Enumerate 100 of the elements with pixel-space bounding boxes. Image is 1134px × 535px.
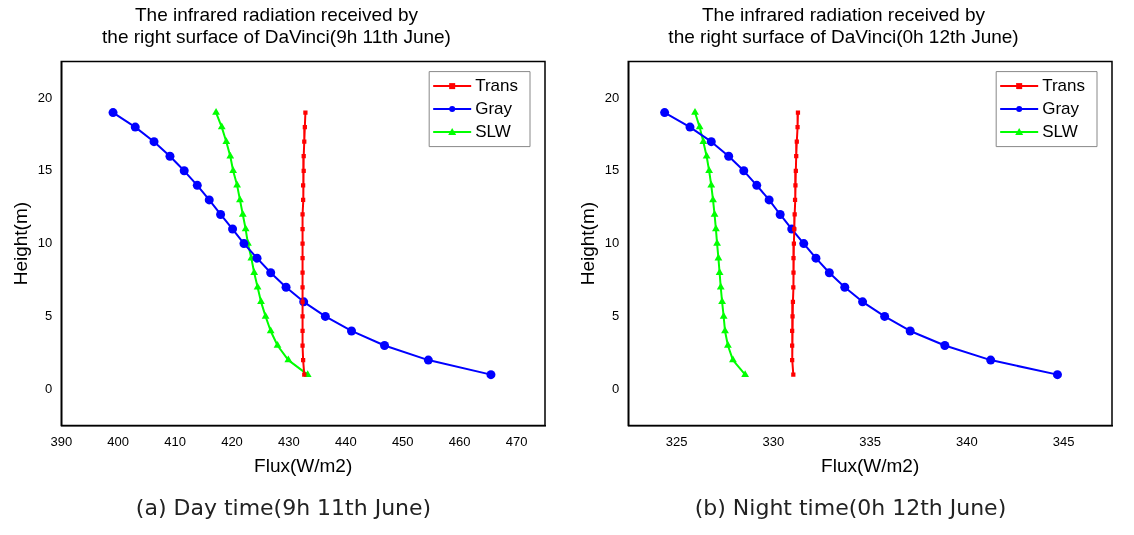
legend-label: Trans	[475, 75, 518, 95]
text: (b) Night time(0h 12th June)	[693, 495, 1008, 520]
point	[793, 183, 798, 188]
x-tick-label: 330	[762, 433, 785, 449]
point	[300, 256, 305, 261]
x-tick-label: 440	[334, 433, 357, 449]
point	[300, 328, 305, 334]
point	[790, 343, 795, 348]
point	[707, 180, 716, 188]
point	[300, 314, 305, 319]
point	[905, 326, 915, 336]
point	[790, 314, 795, 319]
point	[486, 370, 496, 380]
point	[212, 108, 220, 115]
point	[764, 195, 774, 205]
point	[718, 297, 726, 305]
point	[940, 341, 950, 351]
point	[719, 311, 728, 319]
point	[716, 282, 725, 290]
point	[204, 195, 214, 205]
point	[729, 355, 737, 363]
y-tick-label: 10	[604, 235, 620, 251]
point	[261, 311, 270, 319]
point	[300, 212, 305, 217]
point	[149, 137, 159, 147]
y-tick-label: 0	[45, 380, 53, 396]
point	[986, 355, 996, 365]
point	[233, 180, 242, 188]
legend-label: Gray	[1042, 98, 1080, 118]
point	[216, 209, 226, 219]
point	[795, 110, 801, 115]
point	[721, 326, 729, 334]
point	[273, 341, 282, 348]
point	[266, 326, 275, 334]
y-axis-title: Height(m)	[576, 201, 598, 286]
y-tick-label: 20	[37, 89, 53, 105]
point	[108, 108, 118, 118]
x-tick-label: 420	[221, 433, 243, 449]
point	[706, 137, 716, 147]
text: (a) Day time(9h 11th June)	[134, 495, 433, 520]
point	[799, 239, 809, 249]
point	[266, 268, 276, 278]
x-axis-title: Flux(W/m2)	[821, 454, 920, 476]
point	[660, 108, 670, 118]
point	[241, 224, 250, 232]
point	[300, 226, 305, 232]
point	[792, 212, 797, 217]
point	[741, 370, 750, 377]
point	[1052, 370, 1062, 380]
point	[380, 341, 390, 351]
x-tick-label: 470	[505, 433, 528, 449]
x-tick-label: 450	[391, 433, 414, 449]
x-tick-label: 400	[107, 433, 130, 449]
point	[300, 270, 305, 275]
point	[250, 268, 259, 275]
point	[320, 311, 330, 321]
point	[423, 355, 433, 365]
point	[791, 241, 797, 246]
point	[858, 297, 868, 307]
point	[752, 180, 762, 190]
point	[217, 122, 226, 130]
point	[724, 151, 734, 161]
point	[300, 343, 305, 348]
point	[238, 209, 247, 217]
point	[253, 282, 262, 290]
y-tick-label: 20	[604, 89, 620, 105]
point	[699, 137, 708, 144]
x-tick-label: 335	[859, 433, 881, 449]
y-tick-label: 10	[37, 235, 53, 251]
point	[685, 122, 695, 132]
legend-label: Gray	[475, 98, 513, 118]
point	[791, 256, 796, 261]
point	[775, 209, 785, 219]
point	[709, 195, 717, 203]
point	[811, 253, 821, 263]
point	[713, 239, 721, 246]
point	[715, 268, 724, 275]
legend-label: Trans	[1042, 75, 1085, 95]
y-tick-label: 15	[604, 162, 620, 178]
point	[347, 326, 356, 336]
point	[795, 125, 800, 130]
point	[229, 166, 238, 174]
point	[257, 297, 265, 305]
point	[300, 285, 305, 290]
point	[228, 224, 238, 234]
point	[691, 108, 699, 115]
point	[300, 241, 305, 246]
point	[239, 239, 249, 249]
point	[192, 180, 202, 190]
y-tick-label: 5	[45, 307, 53, 323]
point	[179, 166, 189, 176]
x-tick-label: 410	[164, 433, 186, 449]
x-tick-label: 430	[278, 433, 300, 449]
point	[236, 195, 244, 203]
x-tick-label: 325	[665, 433, 688, 449]
x-tick-label: 345	[1052, 433, 1075, 449]
point	[824, 268, 834, 278]
y-tick-label: 0	[612, 380, 620, 396]
point	[165, 151, 175, 161]
x-tick-label: 340	[956, 433, 978, 449]
